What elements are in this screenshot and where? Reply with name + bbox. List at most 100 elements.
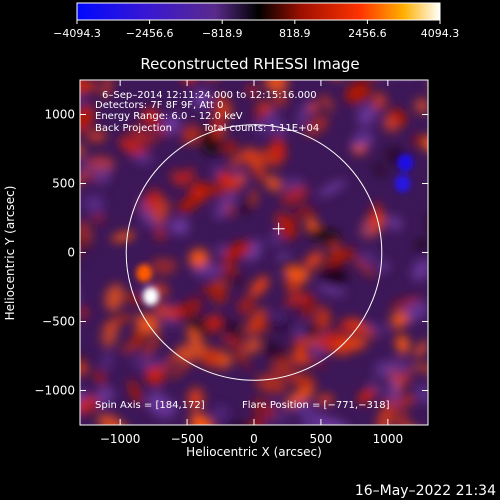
texture-blob [225, 202, 234, 218]
colorbar-tick-label: 818.9 [279, 27, 311, 40]
texture-blob [212, 406, 229, 421]
texture-blob [205, 314, 222, 332]
texture-blob [132, 330, 146, 344]
texture-blob [237, 296, 256, 315]
texture-blob [222, 141, 238, 154]
texture-blob [411, 259, 428, 281]
texture-blob [199, 347, 223, 368]
texture-blob [181, 124, 201, 145]
texture-blob [354, 80, 372, 90]
spin-axis-label: Spin Axis = [184,172] [95, 400, 205, 411]
texture-blob [348, 318, 376, 340]
texture-blob [361, 221, 373, 239]
texture-blob [304, 115, 329, 136]
texture-blob [212, 107, 225, 141]
texture-blob [280, 186, 309, 206]
x-tick-label: −1000 [100, 432, 141, 446]
texture-blob [308, 228, 341, 243]
texture-blob [316, 394, 334, 405]
source-blob [394, 174, 411, 193]
energy-range-label: Energy Range: 6.0 – 12.0 keV [95, 111, 243, 122]
texture-blob [221, 272, 245, 285]
texture-blob [317, 417, 350, 425]
texture-blob [368, 380, 387, 396]
texture-blob [178, 195, 200, 213]
texture-blob [318, 180, 346, 197]
texture-blob [371, 164, 387, 177]
texture-blob [189, 413, 214, 425]
y-tick-label: 1000 [44, 108, 75, 122]
total-counts-label: Total counts: 1.11E+04 [202, 123, 319, 134]
texture-blob [237, 348, 248, 358]
texture-blob [80, 93, 85, 106]
texture-blob [101, 321, 119, 348]
x-tick-label: 0 [250, 432, 258, 446]
x-tick-label: 500 [309, 432, 332, 446]
texture-blob [264, 80, 288, 92]
heatmap-image [62, 80, 428, 425]
texture-blob [363, 322, 391, 335]
texture-blob [169, 217, 190, 235]
texture-blob [294, 401, 319, 423]
colorbar-tick-label: −2456.6 [126, 27, 174, 40]
y-axis-label: Heliocentric Y (arcsec) [3, 186, 17, 321]
heatmap-texture [62, 80, 428, 425]
texture-blob [360, 249, 377, 266]
texture-blob [196, 182, 226, 197]
colorbar-tick-label: −818.9 [202, 27, 243, 40]
texture-blob [62, 287, 79, 303]
axis-ticks: −1000 −500 0 500 1000 −1000 −500 0 500 1000 [34, 80, 428, 446]
solar-limb [125, 124, 383, 381]
texture-blob [246, 337, 261, 354]
colorbar-tick-label: 4094.3 [421, 27, 460, 40]
texture-blob [80, 80, 88, 96]
texture-blob [222, 241, 252, 262]
texture-blob [193, 264, 223, 278]
texture-blob [237, 200, 253, 214]
method-label: Back Projection [95, 123, 172, 134]
texture-blob [154, 226, 167, 242]
texture-blob [152, 399, 177, 418]
texture-blob [152, 198, 170, 224]
texture-blob [228, 148, 252, 169]
texture-blob [292, 349, 310, 366]
texture-blob [131, 355, 160, 368]
texture-blob [317, 285, 347, 296]
texture-blob [304, 251, 324, 270]
texture-blob [246, 84, 259, 97]
x-tick-label: 1000 [373, 432, 404, 446]
texture-blob [102, 351, 112, 371]
texture-blob [101, 80, 113, 99]
texture-blob [80, 160, 100, 176]
texture-blob [283, 293, 313, 307]
spin-axis-cross [272, 222, 285, 235]
y-tick-label: 500 [52, 177, 75, 191]
texture-blob [273, 92, 288, 107]
texture-blob [181, 297, 202, 318]
texture-blob [91, 214, 106, 223]
texture-blob [250, 188, 258, 206]
texture-blob [278, 220, 299, 240]
texture-blob [162, 114, 181, 134]
texture-blob [213, 94, 231, 113]
texture-blob [277, 410, 291, 424]
texture-blob [263, 320, 293, 331]
footer-timestamp: 16–May–2022 21:34 [355, 483, 496, 499]
texture-blob [233, 322, 241, 345]
texture-blob [396, 335, 410, 354]
y-tick-label: −1000 [34, 384, 75, 398]
texture-blob [149, 258, 178, 275]
texture-blob [169, 358, 195, 379]
texture-blob [254, 168, 266, 181]
texture-blob [265, 175, 282, 192]
texture-blob [270, 311, 286, 325]
texture-blob [129, 126, 157, 145]
texture-blob [334, 260, 348, 284]
texture-blob [316, 330, 345, 350]
texture-blob [187, 387, 204, 411]
texture-blob [80, 109, 89, 124]
texture-blob [155, 301, 173, 319]
texture-blob [414, 384, 428, 405]
texture-blob [354, 128, 371, 143]
